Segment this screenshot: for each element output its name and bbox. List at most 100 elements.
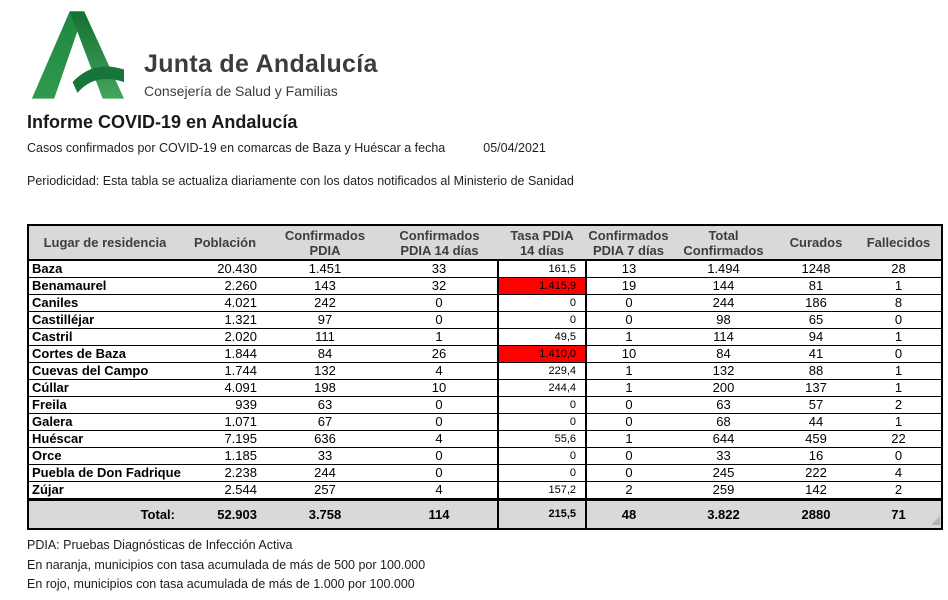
cell-conf_pdia_14: 0 <box>381 413 498 431</box>
table-row: Castril 2.020 111 1 49,5 1 114 94 1 <box>28 328 942 346</box>
footnote-red-threshold: En rojo, municipios con tasa acumulada d… <box>27 577 415 591</box>
cell-poblacion: 1.071 <box>181 413 269 431</box>
cell-conf_pdia: 242 <box>269 294 381 312</box>
cell-conf_pdia_14: 4 <box>381 481 498 500</box>
cell-conf_pdia_14: 33 <box>381 259 498 278</box>
cell-conf_pdia: 244 <box>269 464 381 482</box>
total-cell-conf_pdia: 3.758 <box>269 498 381 529</box>
cell-lugar: Cortes de Baza <box>28 345 181 363</box>
page-title: Informe COVID-19 en Andalucía <box>27 112 298 132</box>
cell-conf_pdia_7: 13 <box>586 259 671 278</box>
cell-lugar: Baza <box>28 259 181 278</box>
cell-lugar: Castril <box>28 328 181 346</box>
cell-conf_pdia_7: 19 <box>586 277 671 295</box>
cell-tasa_pdia_14: 244,4 <box>497 379 587 397</box>
cell-conf_pdia_14: 0 <box>381 396 498 414</box>
report-date: 05/04/2021 <box>483 141 546 155</box>
cell-curados: 94 <box>776 328 856 346</box>
cell-total_conf: 1.494 <box>671 259 776 278</box>
cell-fallecidos: 8 <box>856 294 942 312</box>
cell-conf_pdia_7: 1 <box>586 379 671 397</box>
cell-fallecidos: 22 <box>856 430 942 448</box>
cell-curados: 41 <box>776 345 856 363</box>
cell-tasa_pdia_14: 0 <box>497 447 587 465</box>
table-row: Zújar 2.544 257 4 157,2 2 259 142 2 <box>28 481 942 500</box>
cell-total_conf: 144 <box>671 277 776 295</box>
cell-conf_pdia_7: 0 <box>586 396 671 414</box>
cell-conf_pdia_7: 0 <box>586 311 671 329</box>
cell-conf_pdia: 63 <box>269 396 381 414</box>
cell-conf_pdia_14: 1 <box>381 328 498 346</box>
total-cell-tasa_pdia_14: 215,5 <box>497 498 587 529</box>
report-subtitle-line: Casos confirmados por COVID-19 en comarc… <box>27 141 546 155</box>
cell-conf_pdia_7: 1 <box>586 328 671 346</box>
cell-lugar: Castilléjar <box>28 311 181 329</box>
cell-lugar: Freila <box>28 396 181 414</box>
cell-conf_pdia_7: 0 <box>586 294 671 312</box>
cell-curados: 142 <box>776 481 856 500</box>
total-cell-conf_pdia_7: 48 <box>586 498 671 529</box>
cell-poblacion: 939 <box>181 396 269 414</box>
cell-conf_pdia: 67 <box>269 413 381 431</box>
cell-total_conf: 68 <box>671 413 776 431</box>
total-cell-lugar: Total: <box>28 498 181 529</box>
cell-tasa_pdia_14: 1.415,9 <box>497 277 587 295</box>
cell-tasa_pdia_14: 229,4 <box>497 362 587 380</box>
table-row: Freila 939 63 0 0 0 63 57 2 <box>28 396 942 414</box>
cell-lugar: Zújar <box>28 481 181 500</box>
cell-tasa_pdia_14: 0 <box>497 311 587 329</box>
cell-conf_pdia_14: 10 <box>381 379 498 397</box>
cell-total_conf: 644 <box>671 430 776 448</box>
cell-curados: 88 <box>776 362 856 380</box>
cell-conf_pdia_7: 1 <box>586 430 671 448</box>
table-row: Caniles 4.021 242 0 0 0 244 186 8 <box>28 294 942 312</box>
cell-curados: 186 <box>776 294 856 312</box>
cell-curados: 222 <box>776 464 856 482</box>
table-row: Cortes de Baza 1.844 84 26 1.410,0 10 84 41 0 <box>28 345 942 363</box>
cell-lugar: Puebla de Don Fadrique <box>28 464 181 482</box>
cell-conf_pdia_14: 0 <box>381 447 498 465</box>
cell-conf_pdia_14: 26 <box>381 345 498 363</box>
cell-conf_pdia_14: 0 <box>381 294 498 312</box>
table-row: Baza 20.430 1.451 33 161,5 13 1.494 1248 28 <box>28 259 942 278</box>
cell-poblacion: 20.430 <box>181 259 269 278</box>
cell-lugar: Orce <box>28 447 181 465</box>
brand-department: Consejería de Salud y Familias <box>144 83 338 99</box>
cell-curados: 65 <box>776 311 856 329</box>
table-corner-handle-icon <box>931 516 940 525</box>
cell-fallecidos: 1 <box>856 413 942 431</box>
cell-conf_pdia: 257 <box>269 481 381 500</box>
col-header-total_conf: Total Confirmados <box>671 225 776 261</box>
col-header-conf_pdia_7: Confirmados PDIA 7 días <box>586 225 671 261</box>
footnote-orange-threshold: En naranja, municipios con tasa acumulad… <box>27 557 426 572</box>
cell-poblacion: 1.185 <box>181 447 269 465</box>
cell-total_conf: 114 <box>671 328 776 346</box>
table-total-row: Total: 52.903 3.758 114 215,5 48 3.822 2880 71 <box>28 498 942 529</box>
covid-table: Lugar de residencia Población Confirmados P… <box>27 224 943 530</box>
cell-lugar: Benamaurel <box>28 277 181 295</box>
col-header-tasa_pdia_14: Tasa PDIA 14 días <box>498 225 586 261</box>
cell-curados: 81 <box>776 277 856 295</box>
table-row: Cuevas del Campo 1.744 132 4 229,4 1 132 88 1 <box>28 362 942 380</box>
table-row: Benamaurel 2.260 143 32 1.415,9 19 144 81 1 <box>28 277 942 295</box>
col-header-curados: Curados <box>776 225 856 261</box>
brand-text: Junta de Andalucía Consejería de Salud y… <box>144 10 378 99</box>
cell-conf_pdia_14: 0 <box>381 464 498 482</box>
cell-poblacion: 1.844 <box>181 345 269 363</box>
cell-conf_pdia_14: 4 <box>381 430 498 448</box>
cell-fallecidos: 0 <box>856 311 942 329</box>
cell-total_conf: 200 <box>671 379 776 397</box>
total-cell-curados: 2880 <box>776 498 856 529</box>
table-row: Galera 1.071 67 0 0 0 68 44 1 <box>28 413 942 431</box>
cell-total_conf: 245 <box>671 464 776 482</box>
cell-lugar: Galera <box>28 413 181 431</box>
cell-fallecidos: 4 <box>856 464 942 482</box>
cell-poblacion: 2.020 <box>181 328 269 346</box>
table-row: Puebla de Don Fadrique 2.238 244 0 0 0 245 222 4 <box>28 464 942 482</box>
cell-conf_pdia: 111 <box>269 328 381 346</box>
cell-conf_pdia_7: 0 <box>586 464 671 482</box>
cell-lugar: Caniles <box>28 294 181 312</box>
cell-fallecidos: 1 <box>856 379 942 397</box>
cell-total_conf: 63 <box>671 396 776 414</box>
cell-conf_pdia_14: 4 <box>381 362 498 380</box>
